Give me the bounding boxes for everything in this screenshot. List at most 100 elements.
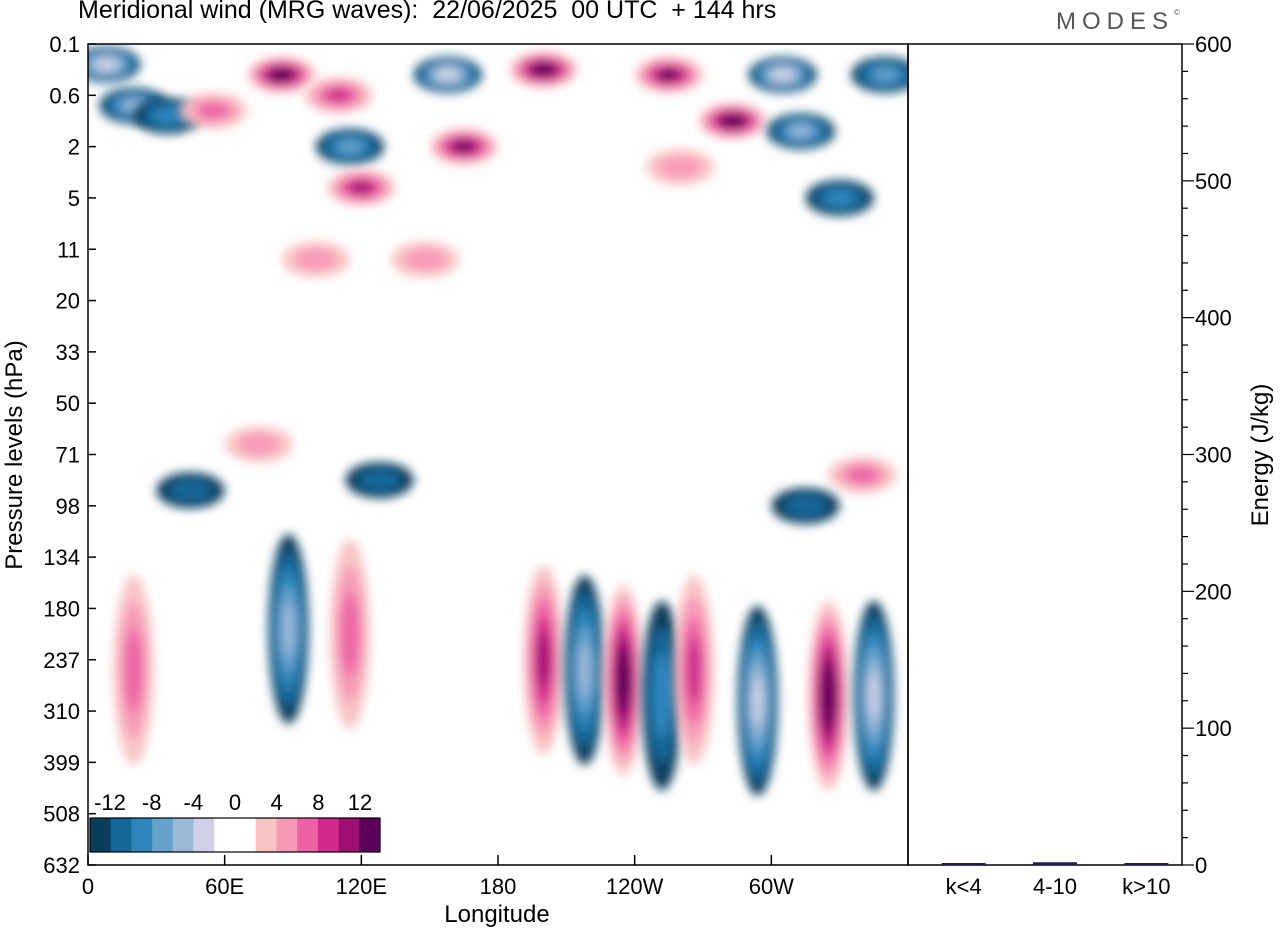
- energy-tick-label: 400: [1195, 306, 1232, 331]
- heatmap-feature: [808, 600, 849, 791]
- heatmap-feature: [509, 51, 578, 88]
- colorbar-swatch: [131, 818, 153, 852]
- heatmap-feature: [642, 600, 682, 791]
- heatmap-feature: [603, 585, 644, 776]
- logo-text: MODES: [1056, 8, 1175, 35]
- x-tick-label: 120E: [336, 874, 387, 899]
- heatmap-contour: [326, 89, 351, 102]
- energy-bars: k<4 4-10 k>10: [941, 862, 1170, 899]
- energy-axis: 0 100 200 300 400 500 600: [1182, 32, 1232, 878]
- energy-tick-label: 600: [1195, 32, 1232, 57]
- heatmap-contour: [725, 117, 740, 125]
- colorbar-swatch: [214, 818, 236, 852]
- heatmap-contour: [169, 479, 212, 502]
- heatmap-feature: [698, 102, 767, 139]
- logo-mark: ©: [1174, 8, 1180, 17]
- colorbar-swatch: [255, 818, 277, 852]
- heatmap-contour: [824, 675, 833, 716]
- heatmap-contour: [619, 660, 628, 701]
- heatmap-contour: [282, 601, 295, 657]
- heatmap-contour: [752, 677, 763, 724]
- y-tick-label: 33: [56, 340, 80, 365]
- x-axis: 0 60E 120E 180 120W 60W: [82, 855, 794, 899]
- colorbar-label: 4: [271, 790, 283, 815]
- energy-tick-label: 300: [1195, 443, 1232, 468]
- colorbar-label: -4: [184, 790, 204, 815]
- modes-logo: MODES©: [1056, 8, 1180, 36]
- x-tick-label: 120W: [606, 874, 664, 899]
- heatmap-contour: [660, 70, 678, 80]
- y-tick-label: 399: [43, 750, 80, 775]
- heatmap-feature: [828, 457, 897, 494]
- colorbar-swatch: [172, 818, 195, 852]
- y-tick-label: 0.1: [49, 32, 80, 57]
- heatmap-feature: [329, 539, 370, 730]
- x-tick-label: 60E: [205, 874, 244, 899]
- heatmap-contour: [152, 107, 183, 124]
- heatmap-feature: [391, 241, 460, 278]
- heatmap-contour: [537, 632, 550, 687]
- energy-category-label: k<4: [946, 874, 982, 899]
- colorbar: -12 -8 -4 0 4 8 12: [89, 790, 381, 853]
- y-tick-label: 508: [43, 802, 80, 827]
- y-axis: 0.1 0.6 2 5 11 20 33 50 71 98 134 180 237 310 399 508 63…: [43, 32, 96, 878]
- y-tick-label: 5: [68, 186, 80, 211]
- colorbar-label: 12: [348, 790, 372, 815]
- x-axis-label: Longitude: [444, 901, 549, 928]
- energy-axis-label: Energy (J/kg): [1247, 384, 1274, 527]
- energy-bar: [941, 863, 986, 865]
- heatmap-feature: [766, 113, 835, 150]
- y-tick-label: 2: [68, 135, 80, 160]
- colorbar-swatch: [110, 818, 132, 852]
- heatmap-feature: [156, 472, 225, 509]
- colorbar-swatch: [90, 818, 112, 852]
- heatmap-contour: [791, 126, 811, 137]
- y-tick-label: 50: [56, 391, 80, 416]
- heatmap-field: [88, 46, 908, 796]
- energy-bar: [1033, 862, 1077, 865]
- heatmap-feature: [673, 575, 714, 766]
- heatmap-feature: [179, 92, 248, 129]
- y-tick-label: 71: [56, 443, 80, 468]
- heatmap-feature: [268, 533, 309, 724]
- y-tick-label: 632: [43, 853, 80, 878]
- energy-frame: [907, 43, 1183, 866]
- colorbar-swatch: [193, 818, 215, 852]
- energy-bar: [1124, 863, 1169, 865]
- y-tick-label: 180: [43, 596, 80, 621]
- heatmap-feature: [646, 149, 715, 186]
- y-tick-label: 20: [56, 289, 80, 314]
- heatmap-contour: [653, 653, 671, 738]
- heatmap-feature: [748, 56, 817, 93]
- y-tick-label: 310: [43, 699, 80, 724]
- energy-category-label: k>10: [1122, 874, 1170, 899]
- energy-tick-label: 500: [1195, 169, 1232, 194]
- heatmap-contour: [338, 140, 362, 153]
- heatmap-contour: [440, 70, 456, 79]
- heatmap-contour: [824, 189, 855, 206]
- heatmap-contour: [873, 68, 898, 82]
- colorbar-label: 8: [312, 790, 324, 815]
- heatmap-contour: [294, 248, 337, 271]
- y-axis-label: Pressure levels (hPa): [1, 340, 28, 569]
- heatmap-contour: [124, 627, 143, 713]
- y-tick-label: 0.6: [49, 83, 80, 108]
- colorbar-swatch: [235, 818, 257, 852]
- heatmap-contour: [274, 70, 289, 79]
- energy-tick-label: 200: [1195, 579, 1232, 604]
- colorbar-frame: [89, 817, 381, 853]
- heatmap-feature: [413, 56, 482, 93]
- heatmap-contour: [404, 248, 447, 271]
- colorbar-swatch: [359, 818, 381, 852]
- y-tick-label: 134: [43, 545, 80, 570]
- heatmap-contour: [198, 102, 229, 119]
- heatmap-feature: [429, 128, 498, 165]
- colorbar-label: -12: [94, 790, 126, 815]
- heatmap-contour: [686, 636, 701, 704]
- heatmap-feature: [634, 56, 703, 93]
- heatmap-feature: [224, 426, 293, 463]
- heatmap-contour: [536, 65, 551, 74]
- heatmap-feature: [771, 487, 840, 524]
- colorbar-swatch: [317, 818, 340, 852]
- colorbar-label: -8: [142, 790, 162, 815]
